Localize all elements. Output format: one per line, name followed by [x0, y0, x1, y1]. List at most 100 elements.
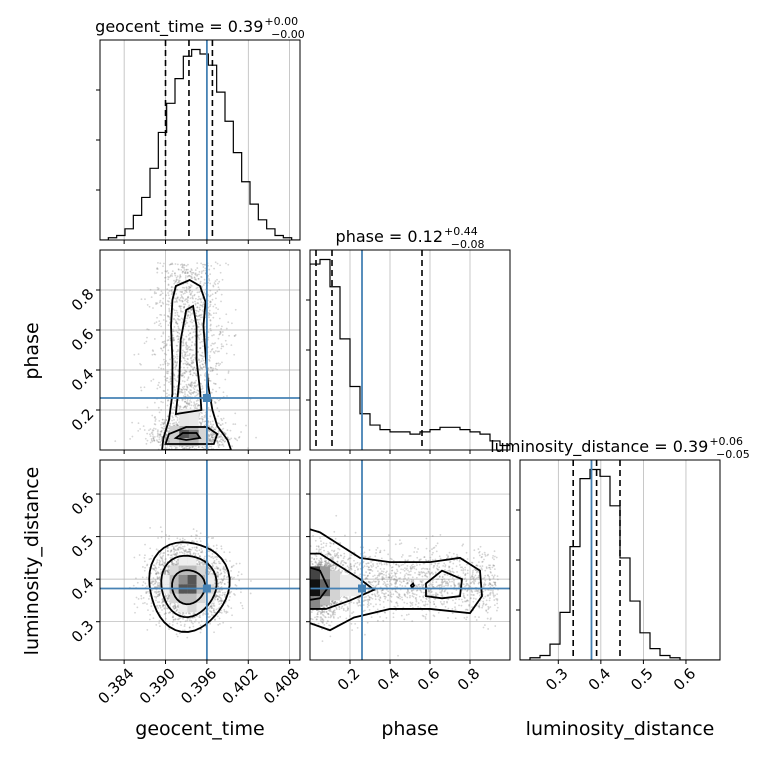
sample-point — [159, 444, 162, 447]
sample-point — [159, 294, 162, 297]
sample-point — [172, 337, 175, 339]
sample-point — [175, 293, 178, 295]
sample-point — [160, 438, 163, 440]
sample-point — [214, 401, 217, 404]
sample-point — [203, 414, 206, 417]
sample-point — [177, 325, 180, 328]
sample-point — [197, 326, 200, 328]
sample-point — [129, 438, 131, 440]
sample-point — [211, 436, 214, 439]
sample-point — [212, 537, 215, 539]
sample-point — [217, 560, 220, 563]
sample-point — [189, 617, 191, 620]
sample-point — [187, 376, 190, 379]
sample-point — [188, 626, 191, 629]
sample-point — [209, 370, 212, 372]
sample-point — [159, 592, 162, 595]
sample-point — [182, 357, 185, 359]
sample-point — [152, 437, 155, 440]
sample-point — [160, 564, 163, 566]
sample-point — [225, 262, 227, 265]
sample-point — [218, 364, 220, 367]
sample-point — [224, 591, 227, 594]
sample-point — [155, 592, 158, 595]
sample-point — [199, 298, 202, 300]
sample-point — [210, 439, 212, 442]
sample-point — [201, 316, 204, 319]
sample-point — [201, 446, 204, 449]
sample-point — [174, 312, 177, 314]
sample-point — [170, 263, 172, 266]
sample-point — [209, 439, 211, 442]
sample-point — [145, 576, 148, 579]
sample-point — [188, 548, 190, 550]
sample-point — [189, 553, 192, 556]
sample-point — [193, 552, 195, 554]
sample-point — [140, 363, 142, 366]
sample-point — [183, 305, 186, 308]
sample-point — [165, 294, 167, 297]
sample-point — [174, 319, 177, 322]
sample-point — [190, 275, 193, 278]
sample-point — [165, 569, 168, 572]
sample-point — [183, 286, 186, 289]
sample-point — [187, 310, 190, 313]
sample-point — [183, 447, 186, 450]
sample-point — [225, 313, 228, 316]
sample-point — [176, 380, 178, 383]
sample-point — [212, 438, 215, 441]
sample-point — [114, 440, 117, 443]
sample-point — [199, 616, 201, 619]
sample-point — [155, 596, 158, 599]
sample-point — [193, 366, 196, 369]
sample-point — [176, 311, 179, 314]
sample-point — [180, 388, 183, 391]
sample-point — [193, 385, 196, 388]
sample-point — [210, 611, 213, 614]
sample-point — [161, 418, 164, 421]
sample-point — [184, 549, 187, 552]
sample-point — [174, 399, 177, 402]
sample-point — [213, 400, 216, 403]
sample-point — [198, 549, 201, 552]
sample-point — [185, 290, 187, 292]
sample-point — [187, 377, 190, 380]
sample-point — [221, 591, 224, 594]
sample-point — [172, 402, 175, 404]
sample-point — [234, 423, 237, 426]
sample-point — [164, 447, 167, 449]
sample-point — [153, 322, 156, 325]
sample-point — [152, 583, 155, 586]
sample-point — [171, 556, 174, 559]
sample-point — [157, 288, 159, 291]
sample-point — [153, 439, 155, 442]
axes-frame — [309, 249, 511, 451]
sample-point — [176, 355, 179, 358]
sample-point — [157, 441, 160, 444]
sample-point — [176, 416, 179, 419]
sample-point — [212, 545, 215, 547]
sample-point — [199, 341, 202, 344]
sample-point — [234, 438, 237, 441]
sample-point — [198, 413, 201, 416]
sample-point — [189, 284, 192, 286]
sample-point — [197, 336, 200, 339]
sample-point — [210, 441, 213, 444]
sample-point — [211, 420, 214, 423]
sample-point — [167, 550, 169, 553]
sample-point — [152, 610, 154, 612]
sample-point — [225, 576, 228, 579]
sample-point — [176, 562, 179, 565]
sample-point — [181, 270, 184, 273]
sample-point — [207, 421, 210, 424]
sample-point — [194, 554, 197, 557]
sample-point — [196, 273, 199, 276]
sample-point — [182, 297, 185, 300]
contour-line — [174, 304, 203, 416]
sample-point — [216, 594, 219, 597]
sample-point — [189, 373, 192, 376]
sample-point — [178, 276, 181, 279]
sample-point — [176, 635, 179, 638]
sample-point — [223, 575, 226, 578]
sample-point — [197, 446, 200, 449]
